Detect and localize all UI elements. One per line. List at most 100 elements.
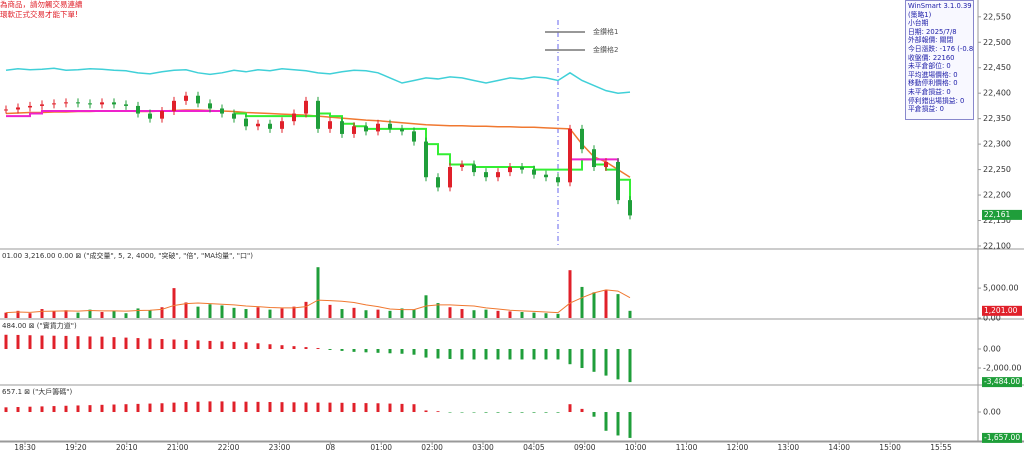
info-line: 平倉損益: 0 <box>908 105 944 114</box>
candle <box>616 161 620 201</box>
histogram-bar <box>112 337 116 350</box>
candle <box>592 149 596 168</box>
volume-bar <box>16 310 20 318</box>
histogram-bar <box>472 412 476 413</box>
volume-bar <box>244 309 248 318</box>
time-label: 20:10 <box>116 443 138 452</box>
histogram-bar <box>52 335 56 350</box>
histogram-bar <box>340 402 344 413</box>
volume-bar <box>88 309 92 318</box>
volume-bar <box>76 312 80 318</box>
volume-bar <box>472 310 476 318</box>
histogram-bar <box>16 334 20 350</box>
candle <box>628 200 632 216</box>
histogram-bar <box>184 339 188 350</box>
indicator-line <box>5 67 631 94</box>
candle <box>532 169 536 175</box>
y-tick-label: 22,150 <box>983 216 1011 225</box>
time-label: 10:00 <box>625 443 647 452</box>
price-tag <box>982 432 1022 443</box>
histogram-bar <box>412 349 416 355</box>
panel-header: 484.00 ⊠ ("實貨力道") <box>2 321 77 330</box>
volume-bar <box>496 310 500 318</box>
volume-bar <box>112 310 116 318</box>
candle <box>328 121 332 129</box>
volume-bar <box>268 309 272 318</box>
volume-bar <box>4 312 8 318</box>
candle <box>88 103 92 105</box>
histogram-bar <box>520 349 524 360</box>
time-label: 15:55 <box>930 443 952 452</box>
y-tick-label: 22,100 <box>983 241 1011 250</box>
candle <box>316 100 320 129</box>
histogram-bar <box>400 403 404 413</box>
histogram-bar <box>88 405 92 413</box>
histogram-bar <box>196 401 200 413</box>
histogram-bar <box>508 412 512 413</box>
histogram-bar <box>616 349 620 380</box>
histogram-bar <box>268 402 272 413</box>
volume-bar <box>208 304 212 318</box>
histogram-bar <box>40 406 44 413</box>
candle <box>28 105 32 108</box>
volume-bar <box>172 288 176 318</box>
volume-bar <box>544 313 548 318</box>
candle <box>520 167 524 170</box>
y-tick-label: 0.00 <box>983 408 1001 417</box>
time-label: 14:00 <box>828 443 850 452</box>
volume-bar <box>292 306 296 318</box>
volume-bar <box>580 286 584 318</box>
time-label: 02:00 <box>421 443 443 452</box>
histogram-bar <box>208 340 212 350</box>
candle <box>400 128 404 132</box>
candle <box>472 164 476 173</box>
volume-bar <box>148 310 152 318</box>
histogram-bar <box>184 402 188 413</box>
histogram-bar <box>412 404 416 413</box>
histogram-bar <box>340 349 344 351</box>
info-line: 平均進場價格: 0 <box>908 70 958 79</box>
histogram-bar <box>628 412 632 438</box>
histogram-bar <box>280 402 284 413</box>
time-label: 01:00 <box>370 443 392 452</box>
volume-bar <box>484 309 488 318</box>
histogram-bar <box>136 338 140 350</box>
price-tag <box>982 305 1022 316</box>
volume-bar <box>184 302 188 318</box>
histogram-bar <box>244 342 248 350</box>
histogram-bar <box>352 349 356 352</box>
info-line: (策略1) <box>908 10 932 19</box>
histogram-bar <box>496 349 500 360</box>
volume-bar <box>424 295 428 318</box>
histogram-bar <box>244 401 248 413</box>
candle <box>460 164 464 168</box>
volume-bar <box>532 312 536 318</box>
histogram-bar <box>268 344 272 350</box>
histogram-bar <box>484 349 488 360</box>
volume-bar <box>520 312 524 318</box>
candle <box>52 103 56 105</box>
time-label: 12:00 <box>727 443 749 452</box>
histogram-bar <box>532 412 536 413</box>
histogram-bar <box>256 343 260 350</box>
notice-line: 環軟正式交易才能下單! <box>0 10 79 19</box>
time-label: 19:20 <box>65 443 87 452</box>
histogram-bar <box>568 404 572 413</box>
candle <box>4 109 8 111</box>
histogram-bar <box>304 347 308 350</box>
y-tick-label: 0.00 <box>983 314 1001 323</box>
volume-bar <box>64 310 68 318</box>
histogram-bar <box>616 412 620 436</box>
histogram-bar <box>544 349 548 360</box>
histogram-bar <box>280 345 284 350</box>
candle <box>496 172 500 178</box>
histogram-bar <box>52 406 56 413</box>
histogram-bar <box>172 339 176 350</box>
histogram-bar <box>388 349 392 354</box>
candle <box>484 172 488 178</box>
histogram-bar <box>220 341 224 350</box>
volume-bar <box>100 312 104 318</box>
histogram-bar <box>148 338 152 350</box>
info-line: 未平倉部位: 0 <box>908 62 951 71</box>
y-tick-label: 22,550 <box>983 12 1011 21</box>
